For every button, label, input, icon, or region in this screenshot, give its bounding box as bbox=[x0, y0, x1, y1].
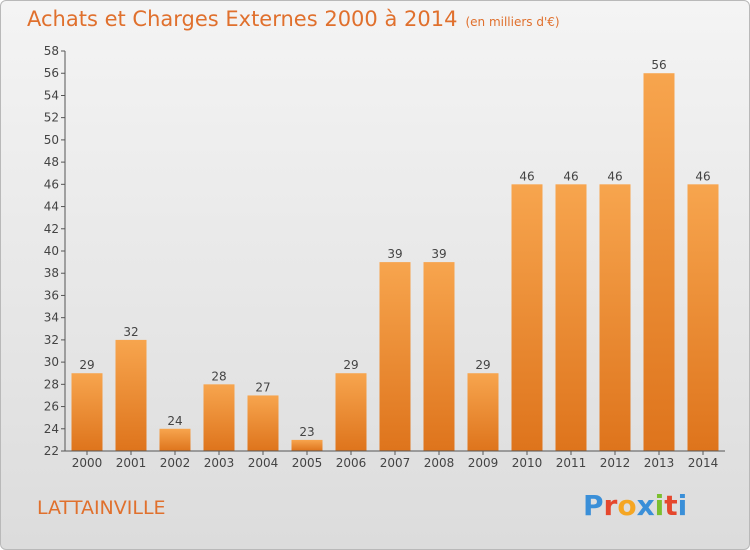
chart-title: Achats et Charges Externes 2000 à 2014 (e… bbox=[27, 7, 560, 31]
bar-value-label: 23 bbox=[299, 425, 314, 439]
bar-value-label: 29 bbox=[475, 358, 490, 372]
y-tick-label: 50 bbox=[44, 133, 59, 147]
chart-subtitle: (en milliers d'€) bbox=[465, 15, 560, 29]
bar-value-label: 46 bbox=[519, 169, 534, 183]
bar-value-label: 28 bbox=[211, 369, 226, 383]
y-tick-label: 28 bbox=[44, 377, 59, 391]
axis-layer: 22 24 26 28 30 32 34 36 38 40 42 44 46 48 50 52 54 56 58 29… bbox=[44, 44, 725, 470]
logo-letter: t bbox=[664, 489, 678, 522]
bar-value-label: 29 bbox=[343, 358, 358, 372]
logo-letter: o bbox=[617, 489, 637, 522]
y-tick-label: 54 bbox=[44, 88, 59, 102]
y-tick-label: 24 bbox=[44, 422, 59, 436]
y-tick-label: 30 bbox=[44, 355, 59, 369]
bar-value-label: 46 bbox=[607, 169, 622, 183]
bar bbox=[423, 262, 455, 451]
bar bbox=[291, 439, 323, 451]
logo-letter: r bbox=[603, 489, 618, 522]
bar bbox=[643, 73, 675, 451]
y-tick-label: 48 bbox=[44, 155, 59, 169]
proxiti-logo: Proxiti bbox=[583, 489, 687, 522]
y-tick-label: 22 bbox=[44, 444, 59, 458]
bar-value-label: 27 bbox=[255, 380, 270, 394]
x-tick-label: 2008 bbox=[424, 456, 455, 470]
commune-name: LATTAINVILLE bbox=[37, 497, 166, 519]
y-tick-label: 58 bbox=[44, 44, 59, 58]
y-tick-label: 44 bbox=[44, 200, 59, 214]
y-tick-label: 36 bbox=[44, 288, 59, 302]
x-tick-label: 2007 bbox=[380, 456, 411, 470]
x-tick-label: 2009 bbox=[468, 456, 499, 470]
bars-layer bbox=[71, 73, 719, 452]
bar-value-label: 29 bbox=[79, 358, 94, 372]
y-tick-label: 38 bbox=[44, 266, 59, 280]
y-tick-label: 56 bbox=[44, 66, 59, 80]
bar-value-label: 24 bbox=[167, 414, 182, 428]
x-tick-label: 2001 bbox=[116, 456, 147, 470]
x-tick-label: 2010 bbox=[512, 456, 543, 470]
y-tick-label: 42 bbox=[44, 222, 59, 236]
bar-value-label: 46 bbox=[563, 169, 578, 183]
logo-letter: i bbox=[654, 489, 665, 522]
x-tick-label: 2014 bbox=[688, 456, 719, 470]
y-tick-label: 26 bbox=[44, 400, 59, 414]
bar-value-label: 46 bbox=[695, 169, 710, 183]
logo-letter: x bbox=[636, 489, 655, 522]
bar-value-label: 32 bbox=[123, 325, 138, 339]
bar bbox=[467, 373, 499, 451]
x-tick-label: 2013 bbox=[644, 456, 675, 470]
bar bbox=[555, 184, 587, 452]
chart-title-text: Achats et Charges Externes 2000 à 2014 bbox=[27, 7, 458, 31]
x-tick-label: 2005 bbox=[292, 456, 323, 470]
y-tick-label: 34 bbox=[44, 311, 59, 325]
bar bbox=[71, 373, 103, 451]
bar bbox=[511, 184, 543, 452]
logo-letter: P bbox=[583, 489, 604, 522]
bar-value-label: 39 bbox=[431, 247, 446, 261]
x-tick-label: 2012 bbox=[600, 456, 631, 470]
bar bbox=[335, 373, 367, 451]
bar-value-label: 56 bbox=[651, 58, 666, 72]
bar bbox=[203, 384, 235, 451]
bar bbox=[247, 395, 279, 451]
y-tick-label: 40 bbox=[44, 244, 59, 258]
y-tick-label: 52 bbox=[44, 111, 59, 125]
bar bbox=[115, 339, 147, 451]
x-tick-label: 2003 bbox=[204, 456, 235, 470]
x-tick-label: 2004 bbox=[248, 456, 279, 470]
x-tick-label: 2011 bbox=[556, 456, 587, 470]
bar bbox=[379, 262, 411, 451]
y-tick-label: 32 bbox=[44, 333, 59, 347]
bar-value-label: 39 bbox=[387, 247, 402, 261]
x-tick-label: 2002 bbox=[160, 456, 191, 470]
x-tick-label: 2006 bbox=[336, 456, 367, 470]
y-tick-label: 46 bbox=[44, 177, 59, 191]
bar bbox=[599, 184, 631, 452]
logo-letter: i bbox=[677, 489, 688, 522]
x-tick-label: 2000 bbox=[72, 456, 103, 470]
bar bbox=[687, 184, 719, 452]
bar bbox=[159, 428, 191, 451]
